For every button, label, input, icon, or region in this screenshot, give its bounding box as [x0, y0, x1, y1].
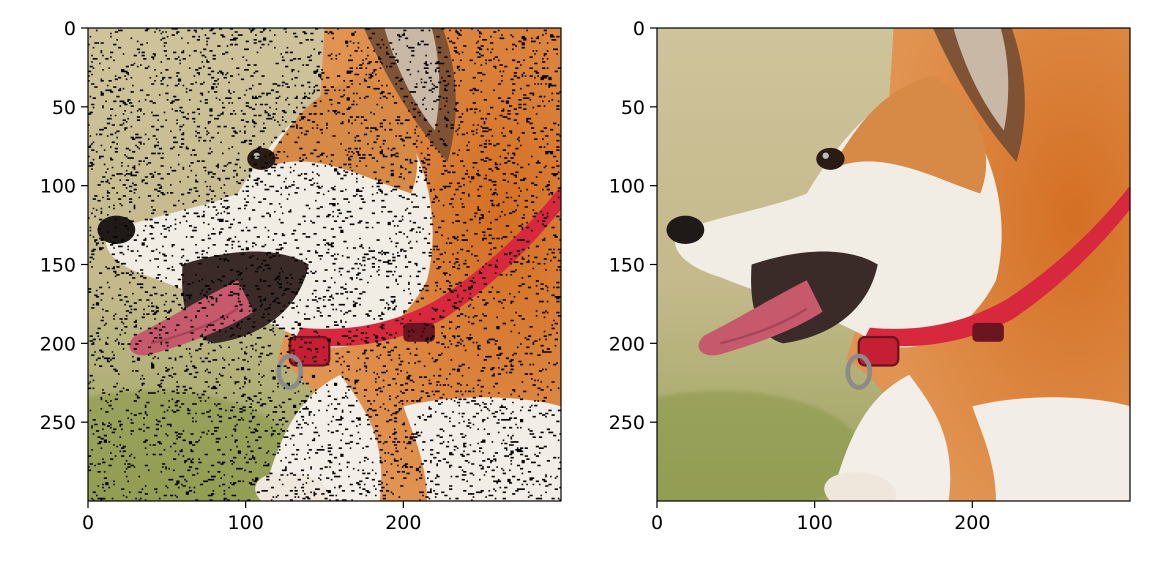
corgi-photo: [88, 28, 561, 501]
x-tick-label: 100: [228, 512, 264, 534]
x-tick-label: 200: [385, 512, 421, 534]
y-tick-label: 0: [64, 18, 76, 40]
y-tick-label: 250: [609, 412, 645, 434]
y-tick-label: 50: [621, 97, 645, 119]
y-tick-label: 50: [52, 97, 76, 119]
y-tick-label: 0: [633, 18, 645, 40]
y-tick-label: 150: [609, 255, 645, 277]
right-image-panel: 0 100 200 0 50 100 150 200 250: [609, 18, 1131, 534]
y-tick-label: 200: [609, 333, 645, 355]
x-tick-label: 200: [954, 512, 990, 534]
left-image-panel: 0 100 200 0 50 100 150 200 250: [40, 18, 562, 534]
x-tick-label: 0: [651, 512, 663, 534]
y-tick-label: 100: [609, 176, 645, 198]
y-tick-label: 100: [40, 176, 76, 198]
x-tick-label: 100: [797, 512, 833, 534]
y-tick-label: 250: [40, 412, 76, 434]
y-tick-label: 150: [40, 255, 76, 277]
x-tick-label: 0: [82, 512, 94, 534]
corgi-photo: [657, 28, 1130, 501]
salt-and-pepper-noise: [88, 28, 561, 501]
y-tick-label: 200: [40, 333, 76, 355]
